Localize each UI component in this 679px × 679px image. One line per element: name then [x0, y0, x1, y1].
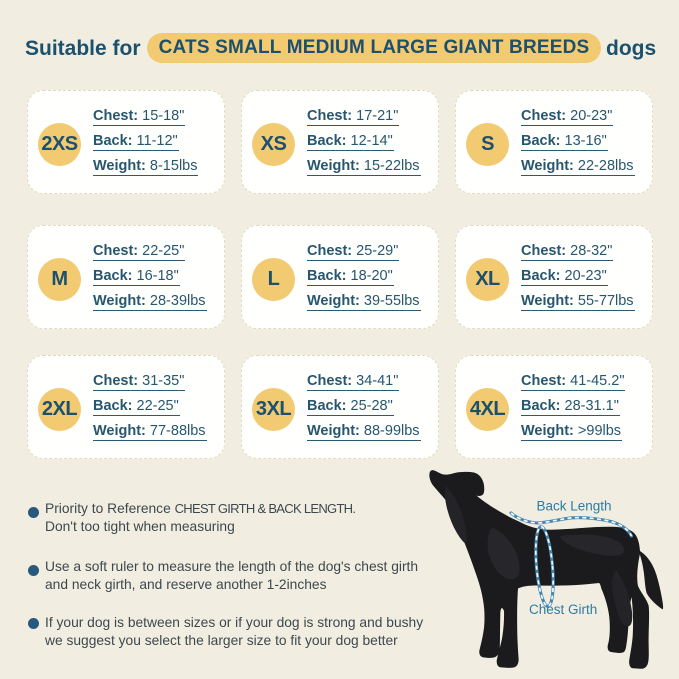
svg-text:Chest Girth: Chest Girth — [529, 602, 597, 617]
svg-text:Back Length: Back Length — [537, 499, 612, 514]
